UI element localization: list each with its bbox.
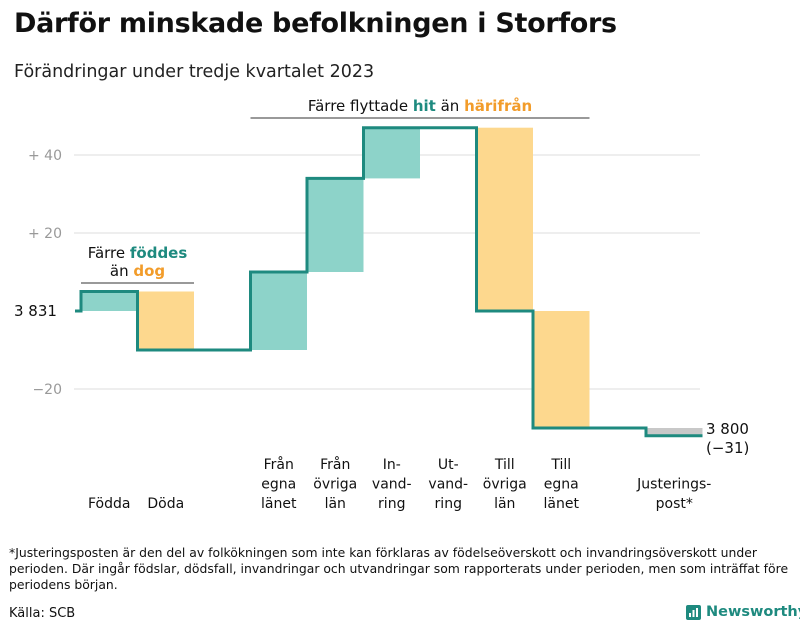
- waterfall-bar: [646, 428, 703, 436]
- category-label: län: [325, 496, 346, 512]
- category-label: egna: [544, 477, 579, 493]
- category-label: Till: [550, 457, 571, 473]
- category-label: Döda: [147, 496, 184, 512]
- category-label: Från: [264, 456, 294, 473]
- newsworthy-icon: [686, 604, 701, 620]
- category-label: In-: [383, 457, 401, 473]
- category-label: Födda: [88, 496, 130, 512]
- category-label: län: [494, 496, 515, 512]
- annotation-migration-part: härifrån: [464, 97, 532, 115]
- category-label: övriga: [313, 477, 357, 493]
- category-label: post*: [656, 496, 693, 512]
- annotation-migration-part: hit: [413, 97, 436, 115]
- category-label: övriga: [483, 477, 527, 493]
- category-label: länet: [261, 496, 297, 512]
- brand-name: Newsworthy: [706, 604, 800, 620]
- annotation-migration-part: än: [436, 97, 464, 115]
- waterfall-bar: [137, 291, 194, 350]
- category-label: ring: [378, 496, 405, 512]
- annotation-birth-part: dog: [133, 262, 165, 280]
- waterfall-bar: [81, 291, 138, 311]
- cumulative-step-line: [75, 126, 703, 438]
- chart-subtitle: Förändringar under tredje kvartalet 2023: [14, 62, 375, 82]
- annotation-birth: än dog: [110, 262, 165, 280]
- waterfall-bar: [533, 311, 590, 428]
- category-label: Justerings-: [636, 477, 711, 493]
- annotation-birth-part: än: [110, 262, 133, 280]
- waterfall-bar: [363, 127, 420, 179]
- footnote: *Justeringsposten är den del av folkökni…: [9, 545, 789, 592]
- category-label: vand-: [372, 477, 412, 493]
- category-label: vand-: [428, 477, 468, 493]
- baseline-label: 3 831: [14, 302, 57, 320]
- category-label: länet: [544, 496, 580, 512]
- annotation-migration: Färre flyttade hit än härifrån: [308, 97, 532, 115]
- end-change-label: (−31): [706, 439, 749, 457]
- y-tick-label: −20: [32, 382, 62, 398]
- chart-title: Därför minskade befolkningen i Storfors: [14, 8, 617, 39]
- category-label: ring: [435, 496, 462, 512]
- annotation-migration-part: Färre flyttade: [308, 97, 413, 115]
- category-label: Ut-: [438, 457, 459, 473]
- annotation-birth-part: föddes: [130, 244, 187, 262]
- category-label: Till: [494, 457, 515, 473]
- waterfall-bar: [307, 178, 364, 272]
- y-tick-label: + 40: [28, 148, 62, 164]
- annotation-birth-part: Färre: [88, 244, 130, 262]
- source-label: Källa: SCB: [9, 606, 76, 621]
- waterfall-bar: [476, 127, 533, 311]
- brand-logo: Newsworthy: [686, 604, 800, 620]
- category-label: egna: [261, 477, 296, 493]
- y-tick-label: + 20: [28, 226, 62, 242]
- annotation-birth: Färre föddes: [88, 244, 188, 262]
- end-value-label: 3 800: [706, 420, 749, 438]
- category-label: Från: [320, 456, 350, 473]
- waterfall-bar: [250, 272, 307, 350]
